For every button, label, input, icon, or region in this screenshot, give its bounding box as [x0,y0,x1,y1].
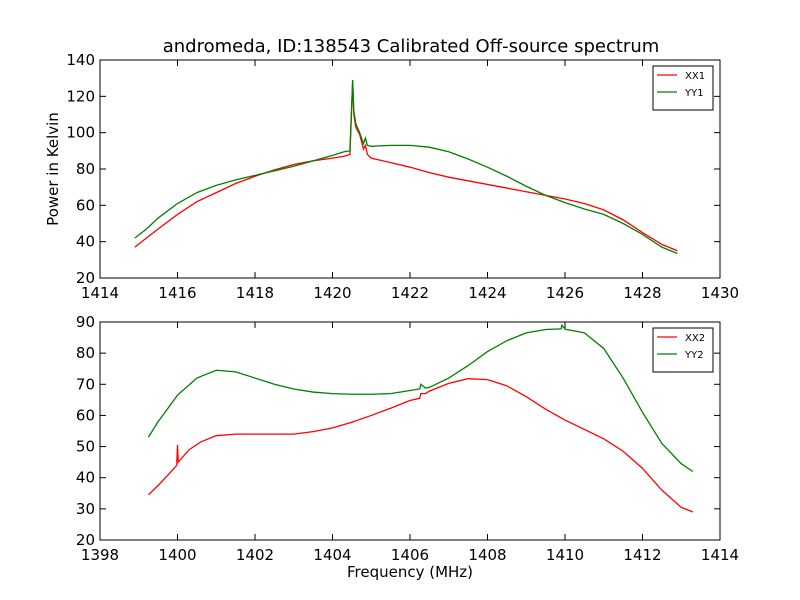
bottom-panel: 1398 1400 1402 1404 1406 1408 1410 1412 1414 20 30… [76,313,739,581]
bottom-plot-frame [99,321,721,541]
top-x-tick-label: 1414 [81,284,119,302]
top-legend: XX1 YY1 [652,65,714,111]
top-legend-box [652,65,714,111]
chart-title: andromeda, ID:138543 Calibrated Off-sour… [163,36,660,57]
bottom-y-tick-label: 50 [76,438,95,456]
bottom-legend-label-yy2: YY2 [684,350,704,361]
top-x-tick-label: 1424 [468,284,506,302]
top-x-tick-label: 1422 [391,284,429,302]
top-legend-label-yy1: YY1 [684,88,704,99]
bottom-x-tick-label: 1408 [468,546,506,564]
top-plot-frame [99,59,721,279]
top-x-tick-label: 1420 [313,284,351,302]
bottom-y-tick-label: 20 [76,531,95,549]
bottom-series-xx2-line [147,378,694,513]
bottom-x-tick-label: 1398 [81,546,119,564]
top-x-tick-label: 1428 [623,284,661,302]
bottom-y-tick-label: 70 [76,375,95,393]
top-y-axis-label: Power in Kelvin [44,112,62,226]
bottom-x-tick-label: 1404 [313,546,351,564]
bottom-y-tick-label: 80 [76,344,95,362]
bottom-x-axis-label: Frequency (MHz) [347,563,473,581]
bottom-y-tick-label: 40 [76,469,95,487]
bottom-y-tick-label: 30 [76,500,95,518]
bottom-legend-label-xx2: XX2 [685,333,705,344]
top-x-tick-label: 1430 [701,284,739,302]
top-y-tick-label: 60 [76,196,95,214]
bottom-y-tick-label: 90 [76,313,95,331]
top-legend-label-xx1: XX1 [685,71,705,82]
top-y-tick-label: 100 [66,124,95,142]
bottom-x-tick-label: 1400 [158,546,196,564]
bottom-x-tick-label: 1414 [701,546,739,564]
top-y-tick-label: 80 [76,160,95,178]
top-y-tick-label: 20 [76,269,95,287]
bottom-legend-box [652,327,714,373]
top-y-tick-label: 140 [66,51,95,69]
top-x-tick-label: 1416 [158,284,196,302]
top-x-tick-label: 1426 [546,284,584,302]
bottom-x-tick-label: 1402 [236,546,274,564]
top-series-xx1-line [134,81,678,252]
bottom-x-tick-label: 1406 [391,546,429,564]
bottom-legend: XX2 YY2 [652,327,714,373]
top-x-tick-label: 1418 [236,284,274,302]
bottom-x-tick-label: 1410 [546,546,584,564]
bottom-series-yy2-line [147,323,694,473]
bottom-x-tick-label: 1412 [623,546,661,564]
bottom-y-tick-label: 60 [76,406,95,424]
top-y-tick-label: 120 [66,87,95,105]
top-y-tick-label: 40 [76,233,95,251]
top-series-yy1-line [134,79,678,255]
top-panel: 1414 1416 1418 1420 1422 1424 1426 1428 1430 20 40… [44,51,739,302]
